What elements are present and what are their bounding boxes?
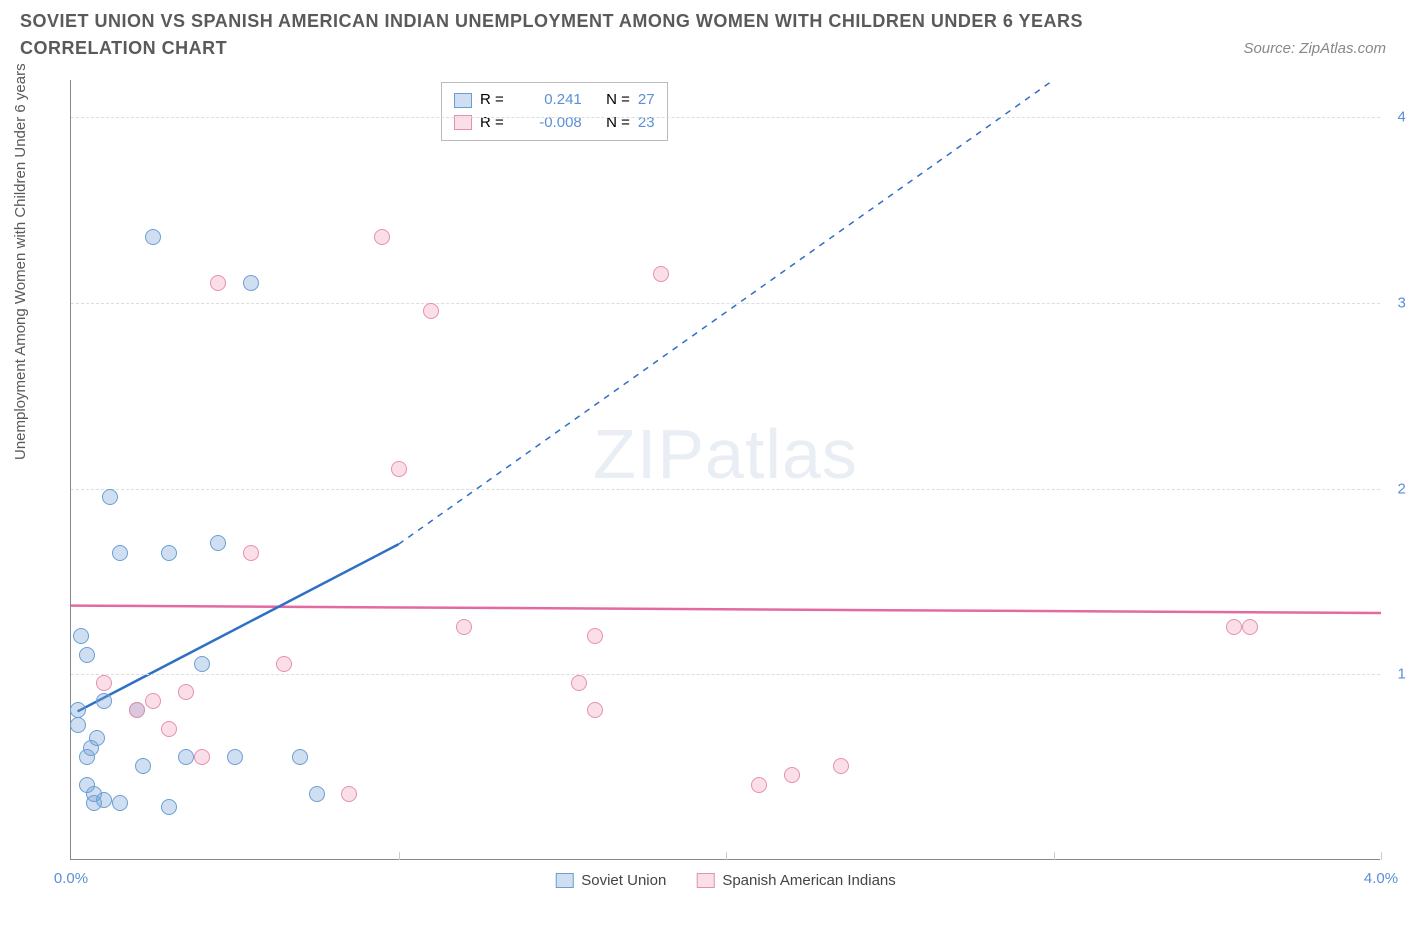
- scatter-point: [102, 489, 118, 505]
- scatter-point: [145, 693, 161, 709]
- y-tick-label: 40.0%: [1397, 109, 1406, 126]
- scatter-point: [73, 628, 89, 644]
- scatter-point: [79, 777, 95, 793]
- scatter-point: [292, 749, 308, 765]
- scatter-point: [391, 461, 407, 477]
- scatter-point: [210, 535, 226, 551]
- scatter-point: [243, 275, 259, 291]
- scatter-point: [96, 693, 112, 709]
- x-tick: [1381, 852, 1382, 860]
- watermark: ZIPatlas: [593, 414, 858, 494]
- scatter-point: [70, 702, 86, 718]
- scatter-point: [194, 749, 210, 765]
- gridline: [71, 117, 1380, 118]
- scatter-point: [587, 702, 603, 718]
- gridline: [71, 489, 1380, 490]
- plot-area: ZIPatlas R = 0.241 N = 27 R = -0.008 N =…: [70, 80, 1380, 860]
- swatch-blue-icon: [555, 873, 573, 888]
- stats-legend: R = 0.241 N = 27 R = -0.008 N = 23: [441, 82, 668, 141]
- scatter-point: [833, 758, 849, 774]
- scatter-point: [96, 792, 112, 808]
- scatter-point: [243, 545, 259, 561]
- scatter-point: [423, 303, 439, 319]
- y-tick-label: 20.0%: [1397, 480, 1406, 497]
- scatter-point: [341, 786, 357, 802]
- scatter-point: [1242, 619, 1258, 635]
- n-value-blue: 27: [638, 89, 655, 112]
- scatter-point: [653, 266, 669, 282]
- scatter-point: [571, 675, 587, 691]
- legend-label-pink: Spanish American Indians: [722, 872, 895, 889]
- x-tick-label: 0.0%: [54, 870, 88, 887]
- scatter-point: [178, 684, 194, 700]
- scatter-point: [587, 628, 603, 644]
- scatter-point: [70, 717, 86, 733]
- r-value-blue: 0.241: [512, 89, 582, 112]
- legend-label-blue: Soviet Union: [581, 872, 666, 889]
- scatter-point: [161, 545, 177, 561]
- scatter-point: [135, 758, 151, 774]
- y-tick-label: 30.0%: [1397, 294, 1406, 311]
- scatter-point: [309, 786, 325, 802]
- scatter-point: [227, 749, 243, 765]
- scatter-point: [178, 749, 194, 765]
- x-tick-label: 4.0%: [1364, 870, 1398, 887]
- x-tick: [399, 852, 400, 860]
- r-value-pink: -0.008: [512, 112, 582, 135]
- scatter-point: [112, 795, 128, 811]
- x-tick: [726, 852, 727, 860]
- scatter-point: [456, 619, 472, 635]
- scatter-point: [751, 777, 767, 793]
- x-tick: [1054, 852, 1055, 860]
- scatter-point: [194, 656, 210, 672]
- swatch-blue-icon: [454, 93, 472, 108]
- series-legend: Soviet Union Spanish American Indians: [555, 872, 896, 889]
- scatter-point: [784, 767, 800, 783]
- gridline: [71, 303, 1380, 304]
- scatter-point: [1226, 619, 1242, 635]
- chart-title: SOVIET UNION VS SPANISH AMERICAN INDIAN …: [20, 8, 1140, 62]
- scatter-point: [79, 647, 95, 663]
- scatter-point: [210, 275, 226, 291]
- swatch-pink-icon: [696, 873, 714, 888]
- scatter-point: [145, 229, 161, 245]
- scatter-point: [161, 799, 177, 815]
- scatter-point: [374, 229, 390, 245]
- scatter-point: [112, 545, 128, 561]
- n-value-pink: 23: [638, 112, 655, 135]
- scatter-point: [161, 721, 177, 737]
- y-axis-label: Unemployment Among Women with Children U…: [12, 63, 29, 460]
- scatter-point: [89, 730, 105, 746]
- gridline: [71, 674, 1380, 675]
- y-tick-label: 10.0%: [1397, 666, 1406, 683]
- scatter-point: [276, 656, 292, 672]
- source-label: Source: ZipAtlas.com: [1243, 40, 1386, 57]
- scatter-point: [129, 702, 145, 718]
- scatter-point: [96, 675, 112, 691]
